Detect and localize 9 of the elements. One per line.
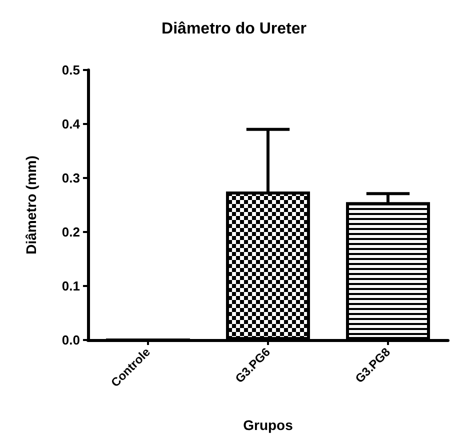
x-axis-title: Grupos xyxy=(243,417,294,433)
y-axis-title: Diâmetro (mm) xyxy=(23,156,39,254)
y-tick-label: 0.5 xyxy=(62,62,80,78)
y-tick-label: 0.1 xyxy=(62,278,80,294)
y-tick-label: 0.0 xyxy=(62,332,80,348)
y-tick-label: 0.3 xyxy=(62,170,80,186)
y-tick-label: 0.2 xyxy=(62,224,80,240)
y-tick-label: 0.4 xyxy=(62,116,81,132)
chart-title: Diâmetro do Ureter xyxy=(162,20,306,38)
